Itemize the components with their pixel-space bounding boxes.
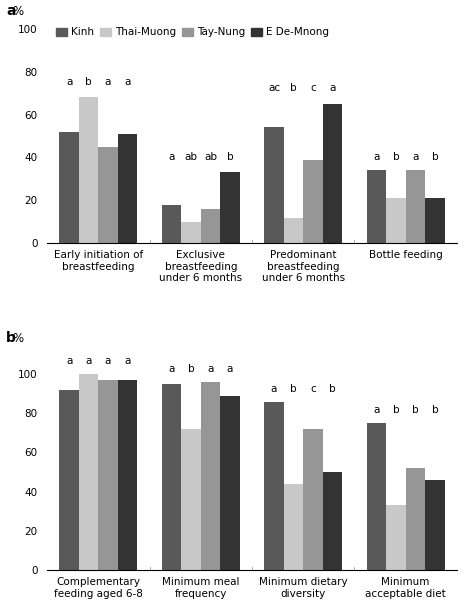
Bar xyxy=(386,198,406,244)
Legend: Kinh, Thai-Muong, Tay-Nung, E De-Mnong: Kinh, Thai-Muong, Tay-Nung, E De-Mnong xyxy=(52,23,333,41)
Text: a: a xyxy=(373,152,380,162)
Text: a: a xyxy=(168,152,175,162)
Text: a: a xyxy=(373,405,380,415)
Bar xyxy=(367,170,386,244)
Text: b: b xyxy=(393,405,399,415)
Bar xyxy=(264,401,284,570)
Bar xyxy=(118,380,137,570)
Text: a: a xyxy=(66,77,73,86)
Y-axis label: %: % xyxy=(13,332,24,344)
Bar xyxy=(118,134,137,244)
Text: b: b xyxy=(431,152,438,162)
Bar xyxy=(201,209,220,244)
Bar xyxy=(425,480,445,570)
Bar xyxy=(425,198,445,244)
Text: a: a xyxy=(85,356,92,366)
Text: b: b xyxy=(227,152,233,162)
Bar xyxy=(181,429,201,570)
Bar xyxy=(181,222,201,244)
Text: c: c xyxy=(310,83,316,93)
Text: b: b xyxy=(431,405,438,415)
Bar xyxy=(284,484,303,570)
Text: a: a xyxy=(105,356,111,366)
Bar xyxy=(220,172,240,244)
Text: a: a xyxy=(329,83,336,93)
Bar xyxy=(367,423,386,570)
Text: ac: ac xyxy=(268,83,280,93)
Bar xyxy=(284,218,303,244)
Text: c: c xyxy=(310,383,316,394)
Text: a: a xyxy=(105,77,111,86)
Bar xyxy=(79,97,98,244)
Text: b: b xyxy=(393,152,399,162)
Text: b: b xyxy=(290,383,297,394)
Text: a: a xyxy=(412,152,419,162)
Bar xyxy=(59,132,79,244)
Bar xyxy=(98,147,118,244)
Text: a: a xyxy=(271,383,277,394)
Bar xyxy=(323,472,342,570)
Bar xyxy=(79,374,98,570)
Text: a: a xyxy=(227,364,233,374)
Text: a: a xyxy=(168,364,175,374)
Bar xyxy=(220,395,240,570)
Text: b: b xyxy=(188,364,195,374)
Bar xyxy=(162,384,181,570)
Text: a: a xyxy=(124,77,131,86)
Bar xyxy=(406,170,425,244)
Text: b: b xyxy=(329,383,336,394)
Text: b: b xyxy=(85,77,92,86)
Bar xyxy=(323,104,342,244)
Bar xyxy=(201,382,220,570)
Bar xyxy=(264,127,284,244)
Bar xyxy=(386,505,406,570)
Text: ab: ab xyxy=(185,152,197,162)
Text: b: b xyxy=(412,405,419,415)
Text: a: a xyxy=(207,364,214,374)
Bar xyxy=(303,160,323,244)
Bar xyxy=(162,205,181,244)
Text: b: b xyxy=(6,331,16,345)
Text: b: b xyxy=(290,83,297,93)
Text: a: a xyxy=(124,356,131,366)
Bar xyxy=(98,380,118,570)
Text: a: a xyxy=(66,356,73,366)
Bar xyxy=(59,390,79,570)
Bar xyxy=(303,429,323,570)
Bar xyxy=(406,468,425,570)
Text: ab: ab xyxy=(204,152,217,162)
Y-axis label: %: % xyxy=(13,5,24,18)
Text: a: a xyxy=(6,4,16,19)
